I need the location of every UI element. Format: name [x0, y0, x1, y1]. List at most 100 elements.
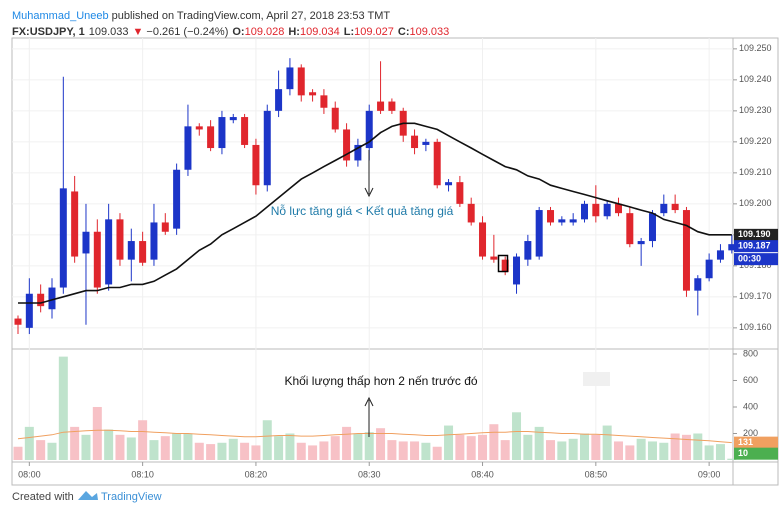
candle-body: [467, 203, 475, 223]
volume-bar: [625, 445, 635, 460]
y-tick-label: 109.180: [739, 260, 772, 270]
volume-bar: [613, 441, 623, 460]
candle-body: [275, 89, 283, 111]
author[interactable]: Muhammad_Uneeb: [12, 10, 109, 22]
volume-bar: [387, 440, 397, 460]
h-label: H:: [288, 26, 300, 38]
candle-body: [569, 219, 577, 223]
candle-body: [150, 222, 158, 260]
highlight-box: [497, 254, 509, 273]
candle-body: [195, 126, 203, 130]
volume-bar: [126, 437, 136, 460]
volume-bar: [330, 436, 340, 460]
volume-bar: [285, 433, 295, 460]
arrow: ▼: [133, 26, 144, 38]
change: −0.261 (−0.24%): [146, 26, 228, 38]
volume-bar: [523, 434, 533, 460]
volume-bar: [557, 441, 567, 460]
candle-body: [297, 67, 305, 96]
candle-body: [14, 318, 22, 325]
annotation: Khối lượng thấp hơn 2 nến trước đó: [284, 374, 477, 388]
candle-body: [71, 191, 79, 257]
close-badge-bg: [734, 240, 778, 253]
c-label: C:: [398, 26, 410, 38]
volume-bar: [659, 442, 669, 460]
candle-body: [592, 203, 600, 217]
volume-tick-label: 800: [743, 348, 758, 358]
candle-body: [207, 126, 215, 149]
candle-body: [626, 213, 634, 245]
candle-body: [161, 222, 169, 232]
candle-body: [660, 203, 668, 214]
volume-bar: [149, 440, 159, 460]
candle-body: [309, 92, 317, 96]
candle-body: [524, 241, 532, 260]
candle-body: [716, 250, 724, 260]
y-tick-label: 109.170: [739, 291, 772, 301]
o-value: 109.028: [245, 26, 285, 38]
candle-body: [286, 67, 294, 90]
volume-bar: [681, 434, 691, 460]
volume-bar: [704, 445, 714, 460]
candle-body: [456, 182, 464, 204]
arrowhead: [364, 187, 374, 198]
volume-bar: [194, 442, 204, 460]
volume-ma-badge-bg: [734, 436, 778, 449]
volume-bar: [13, 446, 23, 460]
volume-bar: [308, 445, 318, 460]
volume-bar: [240, 442, 250, 460]
volume-bar: [274, 436, 284, 460]
volume-ma-badge: 131: [738, 437, 753, 447]
candle-body: [59, 188, 67, 288]
l-label: L:: [344, 26, 354, 38]
candle-body: [37, 293, 45, 307]
candle-body: [411, 135, 419, 149]
countdown-badge: 00:30: [738, 254, 761, 264]
volume-bar: [228, 438, 238, 460]
volume-ma-line: [17, 429, 732, 444]
volume-bar: [342, 426, 352, 460]
volume-bar: [421, 442, 431, 460]
volume-bar: [24, 426, 34, 460]
candle-body: [331, 107, 339, 130]
annotation: Nỗ lực tăng giá < Kết quả tăng giá: [271, 203, 454, 218]
countdown-badge-bg: [734, 253, 778, 266]
volume-bar: [398, 441, 408, 460]
candle-body: [558, 219, 566, 223]
volume-bar: [364, 432, 374, 460]
candle-body: [637, 241, 645, 245]
x-tick-label: 08:50: [585, 469, 608, 479]
candle-body: [127, 241, 135, 260]
volume-tick-label: 200: [743, 428, 758, 438]
volume-bar: [115, 434, 125, 460]
candle-body: [173, 169, 181, 229]
volume-tick-label: 600: [743, 375, 758, 385]
footer-brand[interactable]: TradingView: [101, 491, 162, 503]
candle-body: [535, 210, 543, 257]
candle-body: [547, 210, 555, 223]
candle-body: [263, 110, 271, 186]
candle-body: [48, 287, 56, 310]
volume-bar: [591, 434, 601, 460]
volume-bar: [353, 433, 363, 460]
candle-body: [320, 95, 328, 108]
volume-bar: [489, 424, 499, 460]
volume-bar: [206, 444, 216, 460]
volume-bar: [319, 441, 329, 460]
volume-bar: [251, 445, 261, 460]
candle-body: [581, 203, 588, 220]
volume-bar: [92, 406, 102, 460]
volume-bar: [70, 426, 80, 460]
y-tick-label: 109.240: [739, 74, 772, 84]
y-tick-label: 109.220: [739, 136, 772, 146]
volume-badge-bg: [734, 447, 778, 460]
volume-bar: [217, 442, 227, 460]
volume-bar: [138, 420, 148, 460]
y-tick-label: 109.230: [739, 105, 772, 115]
volume-badge: 10: [738, 448, 748, 458]
volume-bar: [376, 428, 386, 460]
candle-body: [445, 182, 453, 186]
volume-bar: [183, 433, 193, 460]
volume-bar: [636, 438, 646, 460]
candle-body: [241, 117, 249, 145]
